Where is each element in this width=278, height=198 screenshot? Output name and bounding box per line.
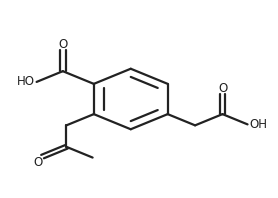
Text: HO: HO (17, 75, 35, 89)
Text: OH: OH (249, 118, 267, 131)
Text: O: O (34, 156, 43, 168)
Text: O: O (218, 82, 227, 95)
Text: O: O (58, 38, 68, 51)
